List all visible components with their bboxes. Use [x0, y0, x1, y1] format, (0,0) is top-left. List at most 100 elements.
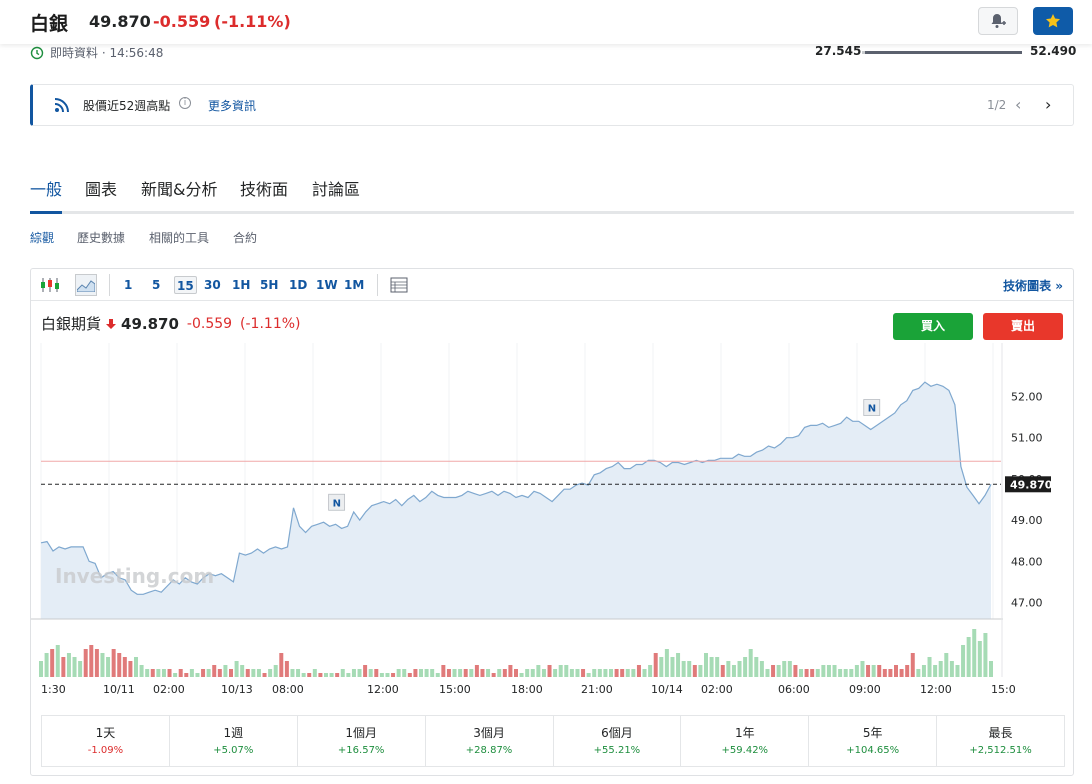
- x-tick-label: 18:00: [511, 683, 543, 696]
- volume-bar: [603, 669, 608, 677]
- volume-bar: [463, 669, 468, 677]
- chevron-left-icon[interactable]: ‹: [1015, 95, 1022, 114]
- timeframe-1M[interactable]: 1M: [344, 278, 365, 292]
- volume-bar: [72, 657, 77, 677]
- header-change: -0.559: [153, 12, 211, 31]
- volume-bar: [754, 657, 759, 677]
- volume-bar: [486, 669, 491, 677]
- volume-bar: [106, 657, 111, 677]
- bell-plus-icon: [991, 14, 1006, 28]
- subtab-related-instruments[interactable]: 相關的工具: [149, 231, 210, 245]
- more-info-link[interactable]: 更多資訊: [208, 99, 257, 113]
- area-chart-icon[interactable]: [75, 274, 97, 296]
- volume-bar: [793, 665, 798, 677]
- tab-news-analysis[interactable]: 新聞&分析: [141, 180, 218, 199]
- chevron-right-icon[interactable]: ›: [1045, 95, 1052, 114]
- performance-value: +2,512.51%: [969, 745, 1032, 756]
- performance-value: +59.42%: [721, 745, 769, 756]
- volume-bar: [815, 669, 820, 677]
- buy-button[interactable]: 買入: [893, 313, 973, 340]
- volume-bar: [279, 653, 284, 677]
- chart-price: 49.870: [121, 314, 179, 333]
- volume-bar: [748, 649, 753, 677]
- performance-cell[interactable]: 1週 +5.07%: [170, 716, 298, 766]
- subtab-historical-data[interactable]: 歷史數據: [77, 231, 126, 245]
- x-tick-label: 10/14: [651, 683, 683, 696]
- volume-bar: [771, 665, 776, 677]
- toolbar-divider: [109, 274, 110, 296]
- volume-bar: [480, 669, 485, 677]
- x-tick-label: 12:00: [367, 683, 399, 696]
- performance-cell[interactable]: 1年 +59.42%: [681, 716, 810, 766]
- technical-chart-link[interactable]: 技術圖表 »: [1003, 279, 1063, 293]
- performance-cell[interactable]: 1天 -1.09%: [42, 716, 170, 766]
- tab-chart[interactable]: 圖表: [85, 180, 118, 199]
- active-tab-indicator: [30, 211, 62, 214]
- candlestick-icon[interactable]: [39, 274, 61, 296]
- add-alert-button[interactable]: [978, 7, 1018, 35]
- timeframe-30[interactable]: 30: [204, 278, 221, 292]
- volume-bar: [324, 673, 328, 677]
- timeframe-1H[interactable]: 1H: [232, 278, 251, 292]
- volume-bar: [474, 665, 479, 677]
- x-tick-label: 06:00: [778, 683, 810, 696]
- instrument-name: 白銀: [30, 13, 69, 35]
- volume-bar: [111, 649, 116, 677]
- timeframe-1D[interactable]: 1D: [289, 278, 308, 292]
- chart-instrument-name: 白銀期貨: [41, 315, 102, 333]
- range-fill: [865, 51, 1022, 54]
- volume-bar: [351, 669, 356, 677]
- rss-icon: [54, 98, 69, 113]
- tab-general[interactable]: 一般: [30, 180, 63, 199]
- volume-bar: [39, 661, 43, 677]
- volume-bar: [905, 665, 910, 677]
- news-marker-label: N: [868, 404, 876, 415]
- volume-bar: [681, 661, 686, 677]
- volume-bar: [720, 665, 725, 677]
- volume-bar: [949, 661, 954, 677]
- performance-value: +104.65%: [846, 745, 900, 756]
- x-tick-label: 15:00: [439, 683, 471, 696]
- chart-change-pct: (-1.11%): [240, 315, 301, 332]
- performance-period: 1週: [223, 726, 244, 740]
- volume-bar: [709, 657, 714, 677]
- volume-bar: [329, 673, 334, 677]
- y-tick-label: 48.00: [1011, 555, 1043, 568]
- volume-bar: [78, 661, 83, 677]
- tab-discussion[interactable]: 討論區: [312, 180, 361, 199]
- volume-bar: [541, 669, 546, 677]
- volume-bar: [262, 673, 267, 677]
- performance-cell[interactable]: 3個月 +28.87%: [426, 716, 554, 766]
- timeframe-1[interactable]: 1: [124, 278, 133, 292]
- volume-bar: [804, 669, 809, 677]
- volume-bar: [161, 669, 166, 677]
- volume-bar: [687, 661, 692, 677]
- timeframe-5[interactable]: 5: [152, 278, 161, 292]
- performance-cell[interactable]: 6個月 +55.21%: [554, 716, 682, 766]
- timeframe-15[interactable]: 15: [174, 276, 197, 294]
- performance-value: -1.09%: [87, 745, 124, 756]
- volume-bar: [832, 665, 837, 677]
- volume-bar: [441, 665, 446, 677]
- performance-period: 1天: [95, 726, 116, 740]
- performance-cell[interactable]: 1個月 +16.57%: [298, 716, 426, 766]
- volume-bar: [972, 629, 977, 677]
- subtab-overview[interactable]: 綜觀: [30, 231, 55, 245]
- news-page-indicator: 1/2: [987, 98, 1007, 112]
- timeframe-1W[interactable]: 1W: [316, 278, 338, 292]
- performance-cell[interactable]: 最長 +2,512.51%: [937, 716, 1064, 766]
- sell-button[interactable]: 賣出: [983, 313, 1063, 340]
- table-view-icon[interactable]: [388, 274, 410, 296]
- volume-bar: [206, 669, 211, 677]
- tab-technical[interactable]: 技術面: [240, 180, 289, 199]
- subtab-contracts[interactable]: 合約: [233, 231, 258, 245]
- add-watchlist-button[interactable]: [1033, 7, 1073, 35]
- volume-bar: [430, 669, 435, 677]
- price-chart[interactable]: 52.0051.0050.0049.0048.0047.0049.870Inve…: [31, 343, 1073, 703]
- volume-bar: [799, 669, 803, 677]
- timeframe-5H[interactable]: 5H: [260, 278, 279, 292]
- main-tabs: 一般 圖表 新聞&分析 技術面 討論區: [30, 176, 1074, 214]
- performance-cell[interactable]: 5年 +104.65%: [809, 716, 938, 766]
- volume-bar: [195, 673, 200, 677]
- info-icon[interactable]: i: [179, 97, 191, 109]
